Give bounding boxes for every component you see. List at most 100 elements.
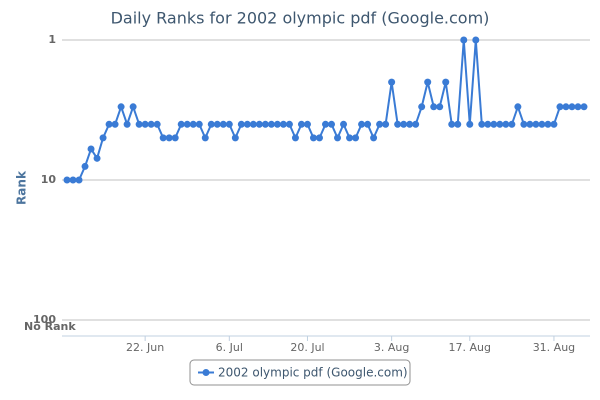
point	[352, 134, 360, 142]
point	[412, 120, 420, 128]
point	[448, 120, 456, 128]
point	[189, 120, 197, 128]
point	[291, 134, 299, 142]
point	[63, 176, 71, 184]
point	[418, 103, 426, 111]
point	[322, 120, 329, 128]
x-tick-label: 3. Aug	[374, 341, 409, 354]
x-tick-label: 17. Aug	[449, 341, 491, 354]
point	[123, 120, 131, 128]
point	[508, 120, 516, 128]
point	[526, 120, 534, 128]
point	[81, 162, 89, 170]
legend-label: 2002 olympic pdf (Google.com)	[218, 366, 408, 380]
point	[231, 134, 239, 142]
point	[580, 103, 588, 111]
point	[334, 134, 342, 142]
x-tick-label: 22. Jun	[126, 341, 164, 354]
point	[532, 120, 540, 128]
point	[484, 120, 492, 128]
point	[219, 120, 227, 128]
point	[376, 120, 384, 128]
point	[99, 134, 107, 142]
x-tick-label: 20. Jul	[290, 341, 324, 354]
point	[279, 120, 287, 128]
point	[568, 103, 576, 111]
y-tick-label: 1	[48, 33, 56, 46]
point	[364, 120, 372, 128]
point	[400, 120, 408, 128]
point	[328, 120, 336, 128]
point	[195, 120, 203, 128]
point	[111, 120, 119, 128]
legend-box	[189, 359, 411, 386]
point	[303, 120, 311, 128]
point	[574, 103, 582, 111]
point	[141, 120, 149, 128]
point	[490, 120, 498, 128]
point	[171, 134, 179, 142]
point	[177, 120, 185, 128]
point	[370, 134, 378, 142]
point	[550, 120, 558, 128]
point	[225, 120, 233, 128]
point	[261, 120, 269, 128]
point	[406, 120, 414, 128]
point	[267, 120, 275, 128]
point	[346, 134, 354, 142]
point	[514, 103, 522, 111]
point	[255, 120, 263, 128]
point	[430, 103, 438, 111]
point	[460, 36, 468, 44]
point	[454, 120, 462, 128]
point	[309, 134, 317, 142]
point	[165, 134, 173, 142]
point	[424, 78, 432, 86]
point	[388, 78, 396, 86]
point	[556, 103, 564, 111]
y-axis-title: Rank	[15, 170, 29, 205]
point	[442, 78, 450, 86]
line	[67, 39, 584, 181]
point	[538, 120, 546, 128]
point	[249, 120, 257, 128]
point	[273, 120, 281, 128]
point	[105, 120, 113, 128]
x-tick-label: 6. Jul	[216, 341, 243, 354]
point	[129, 103, 137, 111]
y-tick-label: 100	[33, 313, 56, 326]
point	[297, 120, 305, 128]
point	[201, 134, 209, 142]
point	[75, 176, 83, 184]
legend-marker	[202, 369, 210, 376]
chart-title: Daily Ranks for 2002 olympic pdf (Google…	[111, 9, 490, 28]
point	[472, 36, 480, 44]
point	[207, 120, 215, 128]
annotation: No Rank	[24, 320, 76, 333]
legend: 2002 olympic pdf (Google.com)	[189, 359, 411, 386]
point	[147, 120, 155, 128]
point	[93, 154, 101, 162]
point	[285, 120, 293, 128]
point	[520, 120, 528, 128]
x-tick-label: 31. Aug	[533, 341, 575, 354]
point	[87, 145, 95, 153]
point	[382, 120, 390, 128]
point	[544, 120, 552, 128]
point	[502, 120, 510, 128]
point	[466, 120, 474, 128]
point	[183, 120, 191, 128]
point	[358, 120, 366, 128]
point	[394, 120, 402, 128]
point	[436, 103, 444, 111]
y-tick-label: 10	[41, 173, 57, 186]
point	[478, 120, 486, 128]
point	[315, 134, 323, 142]
point	[562, 103, 570, 111]
point	[237, 120, 245, 128]
point	[117, 103, 125, 111]
point	[135, 120, 143, 128]
point	[69, 176, 77, 184]
point	[153, 120, 161, 128]
